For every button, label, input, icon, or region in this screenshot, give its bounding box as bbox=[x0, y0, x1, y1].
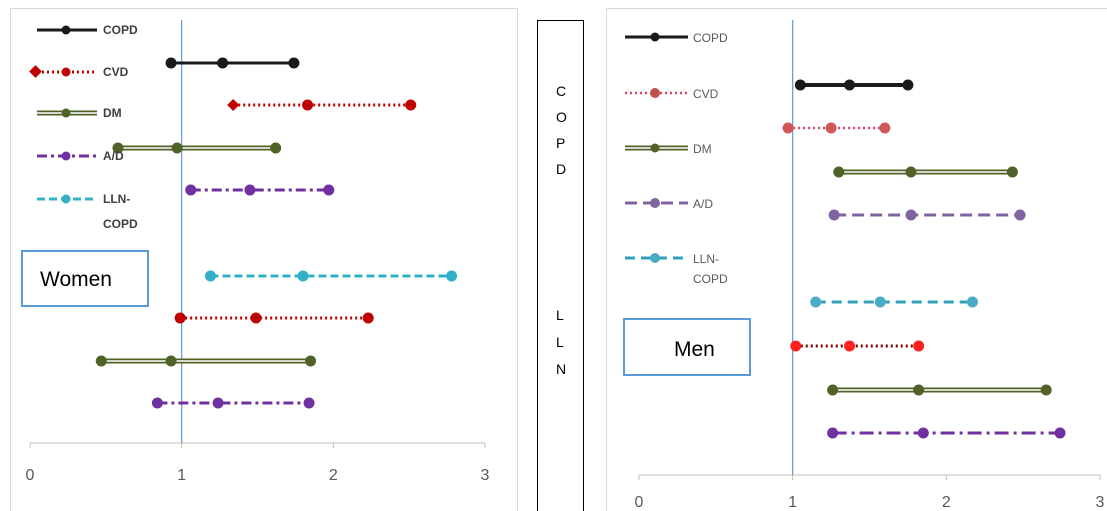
side-label-frame bbox=[537, 20, 584, 511]
women-estimate-marker-a-d bbox=[244, 184, 256, 196]
side-letter-n: N bbox=[556, 361, 566, 377]
men-ci-low-marker-lln-copd bbox=[810, 296, 822, 308]
men-estimate-marker-cvd bbox=[825, 122, 837, 134]
men-estimate-marker-dm bbox=[905, 166, 917, 178]
legend-ad-marker bbox=[61, 151, 71, 161]
men-estimate-marker-lln-copd bbox=[874, 296, 886, 308]
men-ci-high-marker-cvd bbox=[879, 122, 891, 134]
men-ci-high-marker-lln-copd bbox=[966, 296, 978, 308]
men-title-box bbox=[623, 318, 751, 376]
men-estimate-marker-a-d bbox=[917, 427, 929, 439]
legend-copd-label: COPD bbox=[103, 23, 138, 37]
legend-cvd-marker bbox=[61, 67, 71, 77]
men-ci-high-marker-dm bbox=[1006, 166, 1018, 178]
men-ci-low-marker-cvd bbox=[782, 122, 794, 134]
men-estimate-marker-a-d bbox=[905, 209, 917, 221]
women-estimate-marker-cvd bbox=[250, 312, 262, 324]
side-letter-d: D bbox=[556, 161, 566, 177]
women-ci-low-marker-lln-copd bbox=[204, 270, 216, 282]
men-tick-label: 2 bbox=[942, 494, 951, 511]
legend-m-lln-label-1: LLN- bbox=[693, 252, 719, 266]
women-chart: 0 1 2 3 bbox=[26, 20, 490, 484]
women-title-box bbox=[21, 250, 149, 307]
women-ci-high-marker-a-d bbox=[303, 397, 315, 409]
legend-m-dm-label: DM bbox=[693, 142, 712, 156]
legend-ad-label: A/D bbox=[103, 149, 124, 163]
women-ci-high-marker-cvd bbox=[405, 99, 417, 111]
men-tick-label: 3 bbox=[1096, 494, 1105, 511]
men-ci-low-marker-cvd bbox=[790, 340, 802, 352]
legend-lln-marker bbox=[61, 194, 71, 204]
side-letter-l2: L bbox=[556, 334, 564, 350]
men-ci-low-marker-a-d bbox=[827, 427, 839, 439]
side-letter-o: O bbox=[556, 109, 567, 125]
women-ci-high-marker-dm bbox=[270, 142, 282, 154]
legend-cvd-diamond bbox=[29, 65, 42, 78]
legend-cvd-label: CVD bbox=[103, 65, 129, 79]
women-estimate-marker-a-d bbox=[212, 397, 224, 409]
legend-lln-label-2: COPD bbox=[103, 217, 138, 231]
women-ci-high-marker-cvd bbox=[362, 312, 374, 324]
women-ci-low-marker-a-d bbox=[151, 397, 163, 409]
legend-m-ad-label: A/D bbox=[693, 197, 713, 211]
legend-m-lln-label-2: COPD bbox=[693, 272, 728, 286]
legend-dm-label: DM bbox=[103, 106, 122, 120]
legend-m-copd-label: COPD bbox=[693, 31, 728, 45]
women-ci-high-marker-a-d bbox=[323, 184, 335, 196]
women-estimate-marker-lln-copd bbox=[297, 270, 309, 282]
legend-copd-marker bbox=[61, 25, 71, 35]
women-tick-label: 1 bbox=[177, 467, 186, 484]
men-ci-high-marker-cvd bbox=[913, 340, 925, 352]
women-ci-low-marker-cvd bbox=[227, 99, 240, 111]
men-estimate-marker-cvd bbox=[844, 340, 856, 352]
men-ci-low-marker-copd bbox=[794, 79, 806, 91]
men-legend: COPD CVD DM A/D LLN- COPD bbox=[625, 31, 728, 286]
women-estimate-marker-dm bbox=[171, 142, 183, 154]
side-letter-c: C bbox=[556, 83, 566, 99]
men-title: Men bbox=[674, 338, 715, 361]
men-chart: 0 1 2 3 bbox=[635, 20, 1105, 511]
women-ci-low-marker-copd bbox=[165, 57, 177, 69]
legend-m-lln-marker bbox=[650, 253, 660, 263]
men-ci-low-marker-a-d bbox=[828, 209, 840, 221]
men-ci-high-marker-copd bbox=[902, 79, 914, 91]
women-estimate-marker-cvd bbox=[302, 99, 314, 111]
women-ci-low-marker-dm bbox=[95, 355, 107, 367]
women-ci-low-marker-a-d bbox=[185, 184, 197, 196]
women-title: Women bbox=[40, 268, 112, 291]
men-ci-high-marker-a-d bbox=[1014, 209, 1026, 221]
men-tick-label: 0 bbox=[635, 494, 644, 511]
men-ci-high-marker-dm bbox=[1040, 384, 1052, 396]
women-tick-label: 3 bbox=[481, 467, 490, 484]
men-ci-low-marker-dm bbox=[833, 166, 845, 178]
women-ci-high-marker-lln-copd bbox=[446, 270, 458, 282]
men-tick-label: 1 bbox=[788, 494, 797, 511]
men-panel-frame bbox=[606, 8, 1107, 511]
side-letter-p: P bbox=[556, 135, 565, 151]
women-ci-high-marker-copd bbox=[288, 57, 300, 69]
men-ci-low-marker-dm bbox=[827, 384, 839, 396]
men-estimate-marker-copd bbox=[844, 79, 856, 91]
legend-lln-label-1: LLN- bbox=[103, 192, 130, 206]
women-ci-low-marker-dm bbox=[112, 142, 124, 154]
legend-m-cvd-marker bbox=[650, 88, 660, 98]
legend-m-cvd-label: CVD bbox=[693, 87, 719, 101]
men-estimate-marker-dm bbox=[913, 384, 925, 396]
women-estimate-marker-copd bbox=[217, 57, 229, 69]
women-tick-label: 2 bbox=[329, 467, 338, 484]
legend-dm-marker bbox=[61, 108, 71, 118]
women-estimate-marker-dm bbox=[165, 355, 177, 367]
women-panel-frame bbox=[10, 8, 518, 511]
women-ci-low-marker-cvd bbox=[174, 312, 186, 324]
side-letter-l1: L bbox=[556, 307, 564, 323]
women-legend: COPD CVD DM A/D LLN- COPD bbox=[29, 23, 138, 231]
legend-m-ad-marker bbox=[650, 198, 660, 208]
men-ci-high-marker-a-d bbox=[1054, 427, 1066, 439]
legend-m-dm-marker bbox=[650, 143, 660, 153]
women-ci-high-marker-dm bbox=[305, 355, 317, 367]
legend-m-copd-marker bbox=[650, 32, 660, 42]
women-tick-label: 0 bbox=[26, 467, 35, 484]
